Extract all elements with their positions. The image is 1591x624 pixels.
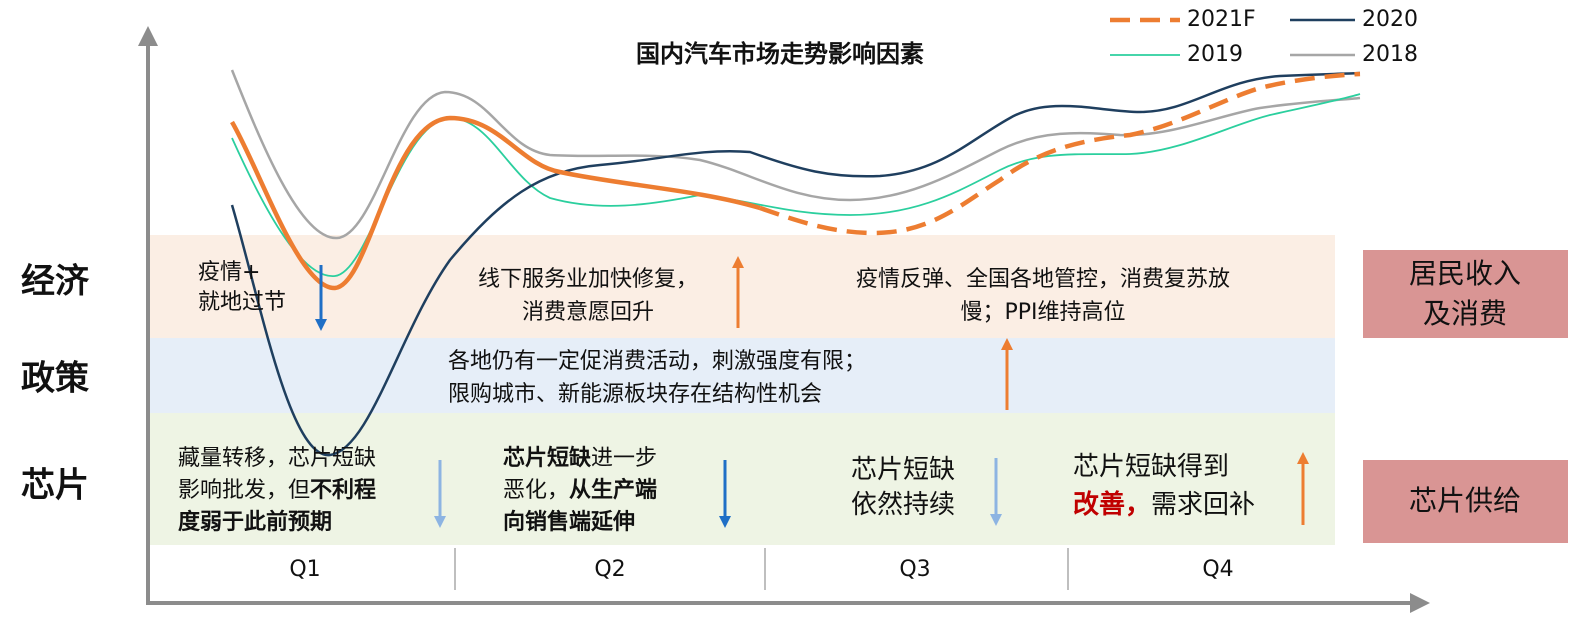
note-part: 度弱于此前预期 [178, 509, 332, 535]
note: 依然持续 [851, 490, 955, 520]
quarter: Q2 [594, 557, 625, 582]
note-part: 芯片短缺 [851, 455, 955, 485]
note: 改善，需求回补 [1073, 489, 1255, 520]
legend-label: 2021F [1187, 7, 1256, 32]
note-part: 不利程 [310, 478, 376, 503]
note: 向销售端延伸 [503, 509, 635, 535]
note-part: 从生产端 [569, 478, 657, 503]
curve-2020 [230, 71, 1361, 457]
note: 影响批发，但不利程 [178, 478, 376, 503]
note-part: 藏量转移，芯片短缺 [178, 446, 376, 471]
legend-label: 2018 [1362, 42, 1418, 67]
note-part: 芯片短缺得到 [1073, 452, 1229, 482]
row-label: 经济 [21, 262, 90, 302]
note: 恶化，从生产端 [503, 478, 657, 503]
note: 各地仍有一定促消费活动，刺激强度有限； [448, 349, 866, 374]
note: 疫情反弹、全国各地管控，消费复苏放 [856, 267, 1230, 292]
chip-band [148, 413, 1335, 545]
legend-label: 2020 [1362, 7, 1418, 32]
row-label: 芯片 [21, 466, 89, 506]
note: 慢；PPI维持高位 [960, 300, 1125, 325]
note-part: 向销售端延伸 [503, 509, 635, 535]
note-part: 需求回补 [1151, 490, 1255, 520]
note: 芯片短缺 [851, 455, 955, 485]
note-part: 影响批发，但 [178, 478, 310, 503]
note-part: 芯片短缺 [503, 445, 592, 471]
row-label: 政策 [21, 359, 89, 399]
title: 国内汽车市场走势影响因素 [636, 40, 924, 68]
economy-band [148, 235, 1335, 338]
side-box-label: 芯片供给 [1409, 484, 1521, 517]
quarter: Q3 [899, 557, 930, 582]
quarter: Q1 [289, 557, 320, 582]
note: 消费意愿回升 [522, 300, 654, 325]
side-box [1363, 250, 1568, 338]
note: 度弱于此前预期 [178, 509, 332, 535]
note: 就地过节 [198, 290, 286, 315]
side-box-label: 居民收入 [1409, 257, 1521, 290]
note-part: 依然持续 [851, 490, 955, 520]
curve-2018 [230, 69, 1361, 240]
note: 疫情+ [198, 260, 260, 285]
note: 藏量转移，芯片短缺 [178, 446, 376, 471]
curve-2021f-forecast [759, 71, 1361, 236]
note-part: 进一步 [591, 446, 657, 471]
curve-2021f [230, 115, 761, 291]
note-part: 恶化， [503, 478, 569, 503]
side-box [1363, 460, 1568, 543]
note: 芯片短缺得到 [1073, 452, 1229, 482]
side-box-label: 及消费 [1423, 297, 1507, 330]
quarter: Q4 [1202, 557, 1233, 582]
policy-band [148, 338, 1335, 413]
note-part: 改善， [1073, 489, 1151, 520]
note: 限购城市、新能源板块存在结构性机会 [448, 382, 822, 407]
note: 线下服务业加快修复， [478, 267, 698, 292]
note: 芯片短缺进一步 [503, 445, 657, 471]
legend-label: 2019 [1187, 42, 1243, 67]
curves [230, 69, 1361, 457]
